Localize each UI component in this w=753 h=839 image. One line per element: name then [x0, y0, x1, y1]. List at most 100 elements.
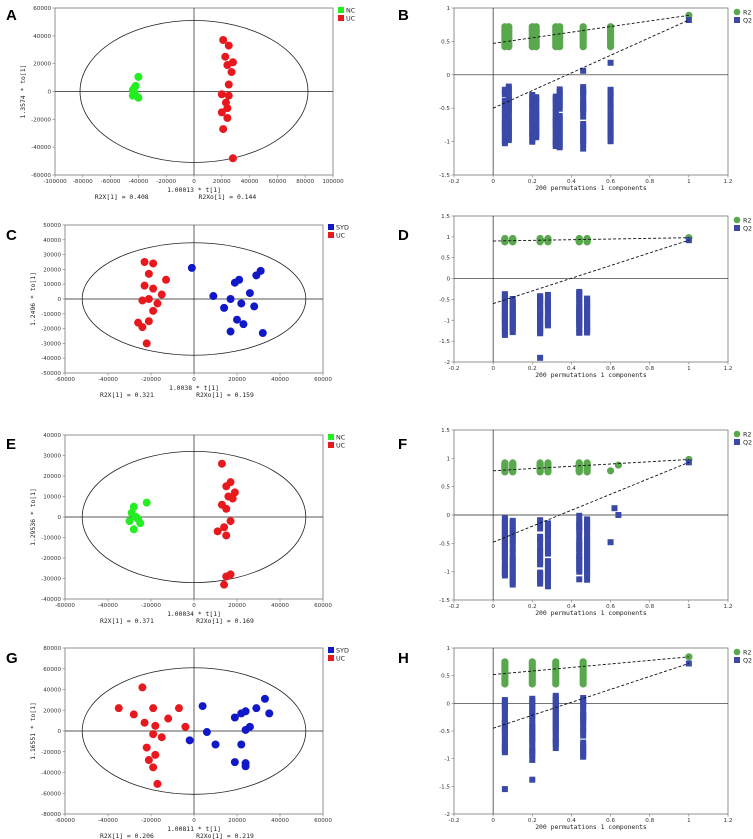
x-tick-label: 0 — [192, 818, 196, 824]
sample-point-syd — [202, 728, 211, 737]
q2-point — [576, 538, 583, 545]
y-tick-label: -40000 — [31, 145, 51, 151]
legend-label: R2 — [743, 649, 752, 657]
legend-label: R2 — [743, 217, 752, 225]
q2-point — [529, 695, 536, 702]
sample-point-nc — [129, 502, 138, 511]
legend-label: UC — [336, 442, 346, 450]
q2-regression-line — [492, 19, 690, 109]
q2-point — [576, 517, 583, 524]
sample-point-uc — [114, 704, 123, 713]
q2-point — [501, 734, 508, 741]
sample-point-uc — [129, 710, 138, 719]
sample-point-syd — [226, 327, 235, 336]
legend-label: UC — [336, 655, 346, 663]
legend-label: R2 — [743, 9, 752, 17]
q2-point — [501, 291, 508, 298]
r2x-label: R2X[1] = 0.206 — [100, 832, 154, 839]
q2-point — [505, 115, 512, 122]
y-tick-label: 1 — [446, 456, 450, 462]
sample-point-uc — [149, 259, 158, 268]
legend-label: Q2 — [743, 17, 752, 25]
y-axis-title: 1.29536 * to[1] — [29, 488, 37, 546]
sample-point-nc — [125, 517, 134, 526]
legend-label: NC — [336, 434, 346, 442]
sample-point-uc — [149, 306, 158, 315]
legend-r2-marker — [733, 648, 741, 656]
q2-point — [544, 291, 551, 298]
x-tick-label: 40000 — [271, 818, 289, 824]
x-tick-label: 0.2 — [528, 179, 537, 185]
x-axis-title: 200 permutations 1 components — [535, 823, 647, 831]
sample-point-uc — [149, 704, 158, 713]
x-tick-label: -60000 — [55, 818, 75, 824]
legend-q2-marker — [734, 17, 740, 23]
legend-swatch — [328, 647, 334, 653]
legend-label: SYD — [336, 224, 349, 232]
sample-point-syd — [239, 320, 248, 329]
sample-point-uc — [222, 482, 231, 491]
y-tick-label: -2 — [444, 812, 450, 818]
sample-point-uc — [228, 494, 237, 503]
sample-point-uc — [138, 683, 147, 692]
sample-point-syd — [265, 709, 274, 718]
y-tick-label: 50000 — [43, 223, 61, 229]
q2-point — [576, 303, 583, 310]
x-tick-label: 0.4 — [567, 604, 576, 610]
q2-point — [580, 96, 587, 103]
x-axis-title: 1.0038 * t[1] — [169, 384, 219, 392]
y-tick-label: 1.5 — [441, 428, 450, 434]
q2-regression-line — [492, 461, 690, 543]
panel-C: -60000 -40000 -20000 0 20000 40000 60000 -50000… — [6, 223, 349, 399]
y-tick-label: -10000 — [41, 536, 61, 542]
sample-point-uc — [144, 756, 153, 765]
sample-point-uc — [149, 763, 158, 772]
x-tick-label: 20000 — [228, 603, 246, 609]
q2-point — [584, 576, 591, 583]
q2-point — [576, 288, 583, 295]
x-tick-label: -20000 — [141, 818, 161, 824]
sample-point-uc — [144, 269, 153, 278]
x-tick-label: 1.2 — [724, 818, 733, 824]
r2x-label: R2X[1] = 0.321 — [100, 391, 154, 399]
q2-point — [607, 59, 614, 66]
q2-regression-line — [493, 663, 689, 729]
x-tick-label: 1 — [687, 366, 691, 372]
y-tick-label: 80000 — [43, 646, 61, 652]
sample-point-uc — [221, 52, 230, 61]
sample-point-syd — [250, 302, 259, 311]
x-tick-label: 0.6 — [606, 818, 615, 824]
q2-point — [533, 94, 540, 101]
sample-point-syd — [220, 303, 229, 312]
q2-point — [580, 739, 587, 746]
x-tick-label: 20000 — [228, 377, 246, 383]
y-tick-label: -30000 — [41, 577, 61, 583]
x-axis-title: 200 permutations 1 components — [535, 184, 647, 192]
sample-point-uc — [157, 733, 166, 742]
y-tick-label: 0.5 — [441, 485, 450, 491]
q2-point — [501, 86, 508, 93]
q2-point — [580, 732, 587, 739]
sample-point-uc — [226, 517, 235, 526]
sample-point-syd — [258, 329, 267, 338]
q2-point — [501, 697, 508, 704]
r2-point — [556, 23, 564, 31]
y-tick-label: -0.5 — [439, 541, 450, 547]
q2-point — [529, 91, 536, 98]
q2-point — [607, 110, 614, 117]
y-tick-label: -0.5 — [439, 297, 450, 303]
r2xo-label: R2Xo[1] = 0.159 — [196, 391, 254, 399]
x-tick-label: -40000 — [98, 603, 118, 609]
q2-point — [576, 329, 583, 336]
sample-point-syd — [185, 736, 194, 745]
sample-point-uc — [144, 295, 153, 303]
sample-point-syd — [252, 271, 261, 280]
q2-point — [552, 734, 559, 741]
q2-point — [501, 715, 508, 722]
x-tick-label: 40000 — [241, 179, 259, 185]
legend-label: R2 — [743, 431, 752, 439]
y-tick-label: 10000 — [43, 282, 61, 288]
q2-point — [501, 786, 508, 793]
sample-point-uc — [164, 714, 173, 723]
legend-swatch — [328, 655, 334, 661]
